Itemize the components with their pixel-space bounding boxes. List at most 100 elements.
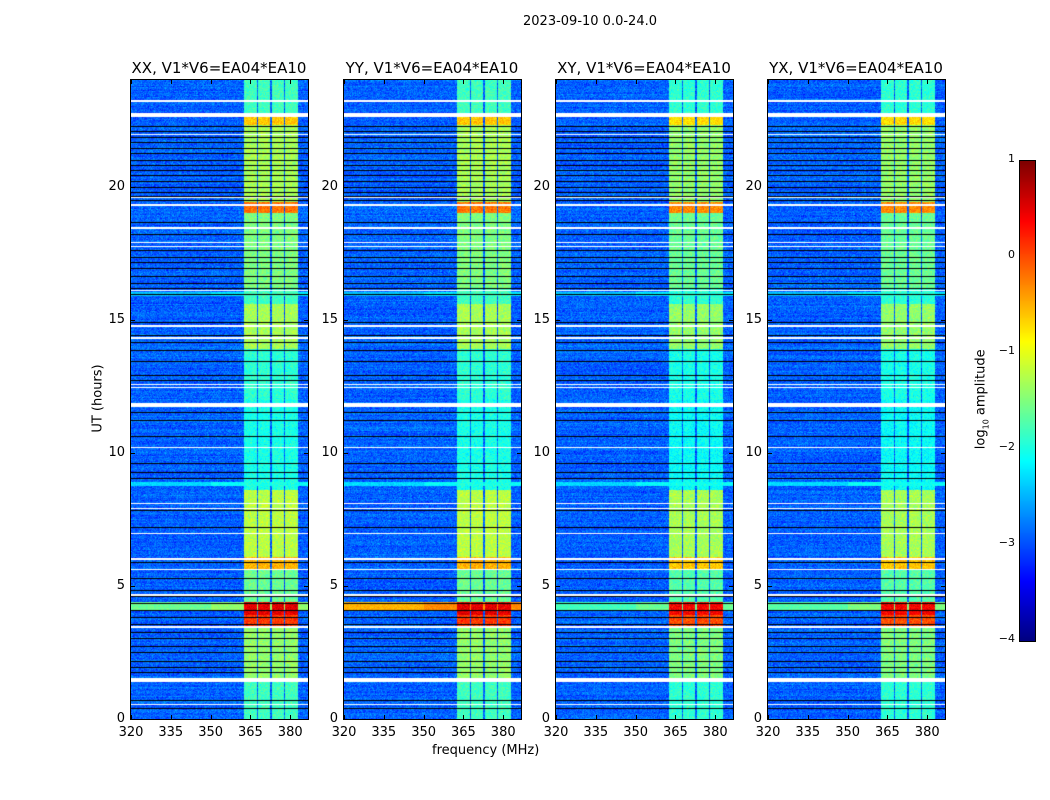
- y-tick-mark: [517, 186, 521, 188]
- y-tick-mark: [344, 186, 348, 188]
- y-tick-mark: [768, 186, 772, 188]
- x-tick-mark: [807, 715, 809, 719]
- x-tick-mark: [423, 715, 425, 719]
- y-tick-mark: [131, 585, 135, 587]
- y-tick-mark: [729, 186, 733, 188]
- y-tick-mark: [304, 186, 308, 188]
- x-tick-mark: [503, 80, 505, 84]
- y-tick-mark: [556, 452, 560, 454]
- x-tick-mark: [715, 80, 717, 84]
- x-tick-label: 380: [914, 725, 940, 740]
- x-tick-mark: [715, 715, 717, 719]
- x-tick-mark: [463, 80, 465, 84]
- x-axis-label: frequency (MHz): [432, 743, 540, 758]
- y-tick-mark: [517, 719, 521, 720]
- y-axis-label: UT (hours): [90, 364, 106, 433]
- y-tick-mark: [556, 719, 560, 720]
- y-tick-mark: [941, 186, 945, 188]
- y-tick-label: 10: [108, 444, 125, 460]
- x-tick-mark: [595, 715, 597, 719]
- heatmap-image: [344, 80, 521, 719]
- x-tick-mark: [250, 80, 252, 84]
- y-tick-mark: [344, 319, 348, 321]
- y-tick-label: 20: [108, 178, 125, 194]
- y-tick-label: 10: [321, 444, 338, 460]
- y-tick-mark: [131, 452, 135, 454]
- x-tick-mark: [887, 715, 889, 719]
- y-tick-label: 0: [753, 711, 762, 726]
- y-tick-mark: [941, 585, 945, 587]
- x-tick-label: 320: [331, 725, 357, 740]
- x-tick-mark: [635, 715, 637, 719]
- x-tick-mark: [503, 715, 505, 719]
- y-tick-mark: [517, 452, 521, 454]
- panel-title: YY, V1*V6=EA04*EA10: [345, 59, 519, 77]
- y-tick-mark: [344, 719, 348, 720]
- panel-title: XX, V1*V6=EA04*EA10: [131, 59, 307, 77]
- x-tick-mark: [290, 715, 292, 719]
- x-tick-mark: [131, 715, 132, 719]
- y-tick-mark: [517, 585, 521, 587]
- x-tick-mark: [595, 80, 597, 84]
- y-tick-mark: [344, 585, 348, 587]
- x-tick-mark: [847, 80, 849, 84]
- x-tick-mark: [170, 80, 172, 84]
- y-tick-mark: [304, 585, 308, 587]
- x-tick-label: 320: [755, 725, 781, 740]
- figure-title: 2023-09-10 0.0-24.0: [523, 14, 657, 29]
- x-tick-label: 365: [450, 725, 476, 740]
- x-tick-mark: [383, 80, 385, 84]
- x-tick-label: 380: [490, 725, 516, 740]
- x-tick-mark: [210, 715, 212, 719]
- heatmap-image: [768, 80, 945, 719]
- x-tick-mark: [927, 715, 929, 719]
- y-tick-label: 20: [745, 178, 762, 194]
- y-tick-mark: [304, 319, 308, 321]
- y-tick-mark: [941, 319, 945, 321]
- y-tick-mark: [131, 319, 135, 321]
- colorbar-label: log10 amplitude: [973, 349, 991, 450]
- y-tick-mark: [768, 319, 772, 321]
- colorbar-tick-label: 1: [1008, 152, 1015, 165]
- y-tick-label: 15: [321, 311, 338, 327]
- x-tick-mark: [556, 80, 557, 84]
- y-tick-mark: [304, 452, 308, 454]
- x-tick-label: 380: [702, 725, 728, 740]
- heatmap-image: [556, 80, 733, 719]
- x-tick-label: 365: [237, 725, 263, 740]
- heatmap-panel: [343, 79, 522, 720]
- x-tick-label: 350: [623, 725, 649, 740]
- x-tick-mark: [290, 80, 292, 84]
- x-tick-mark: [556, 715, 557, 719]
- colorbar-tick-label: −1: [998, 344, 1015, 357]
- x-tick-mark: [887, 80, 889, 84]
- y-tick-mark: [556, 186, 560, 188]
- x-tick-mark: [635, 80, 637, 84]
- x-tick-mark: [250, 715, 252, 719]
- y-tick-mark: [729, 452, 733, 454]
- heatmap-panel: [130, 79, 309, 720]
- y-tick-mark: [768, 719, 772, 720]
- y-tick-label: 5: [753, 577, 762, 593]
- y-tick-mark: [556, 585, 560, 587]
- x-tick-mark: [383, 715, 385, 719]
- heatmap-panel: [767, 79, 946, 720]
- y-tick-mark: [729, 719, 733, 720]
- y-tick-mark: [941, 719, 945, 720]
- y-tick-mark: [768, 452, 772, 454]
- x-tick-label: 350: [198, 725, 224, 740]
- x-tick-mark: [131, 80, 132, 84]
- y-tick-label: 15: [745, 311, 762, 327]
- y-tick-mark: [941, 452, 945, 454]
- y-tick-mark: [344, 452, 348, 454]
- y-tick-mark: [768, 585, 772, 587]
- x-tick-mark: [807, 80, 809, 84]
- x-tick-label: 350: [411, 725, 437, 740]
- colorbar-tick-label: 0: [1008, 248, 1015, 261]
- x-tick-mark: [675, 80, 677, 84]
- y-tick-label: 20: [533, 178, 550, 194]
- y-tick-mark: [131, 186, 135, 188]
- colorbar-tick-label: −4: [998, 632, 1015, 645]
- colorbar: [1019, 160, 1036, 642]
- y-tick-label: 5: [329, 577, 338, 593]
